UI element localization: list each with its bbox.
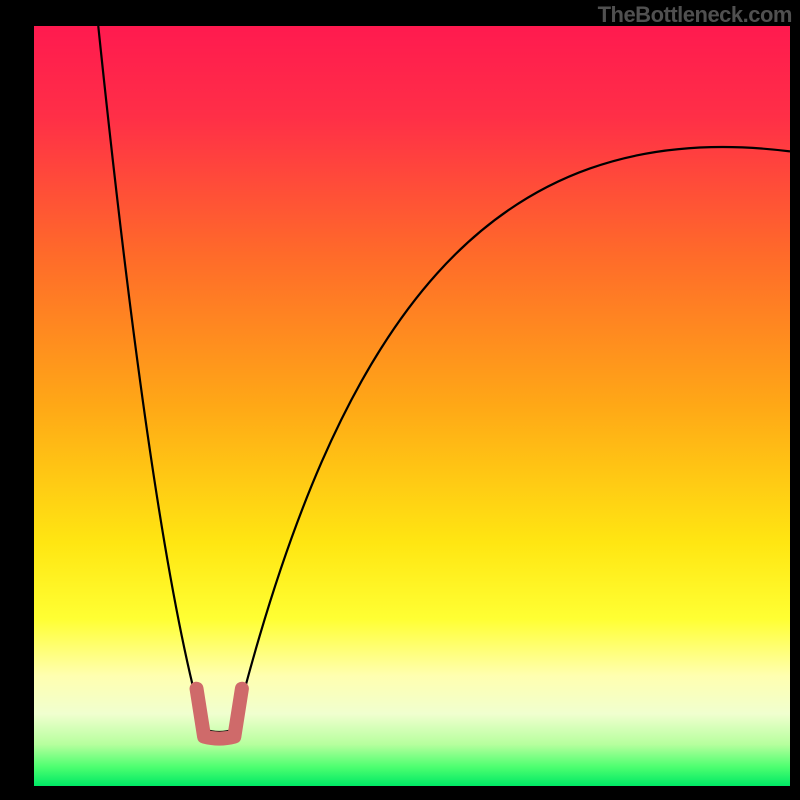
plot-area: [34, 26, 790, 786]
bottleneck-gradient-background: [34, 26, 790, 786]
chart-container: TheBottleneck.com: [0, 0, 800, 800]
attribution-text: TheBottleneck.com: [598, 2, 792, 28]
